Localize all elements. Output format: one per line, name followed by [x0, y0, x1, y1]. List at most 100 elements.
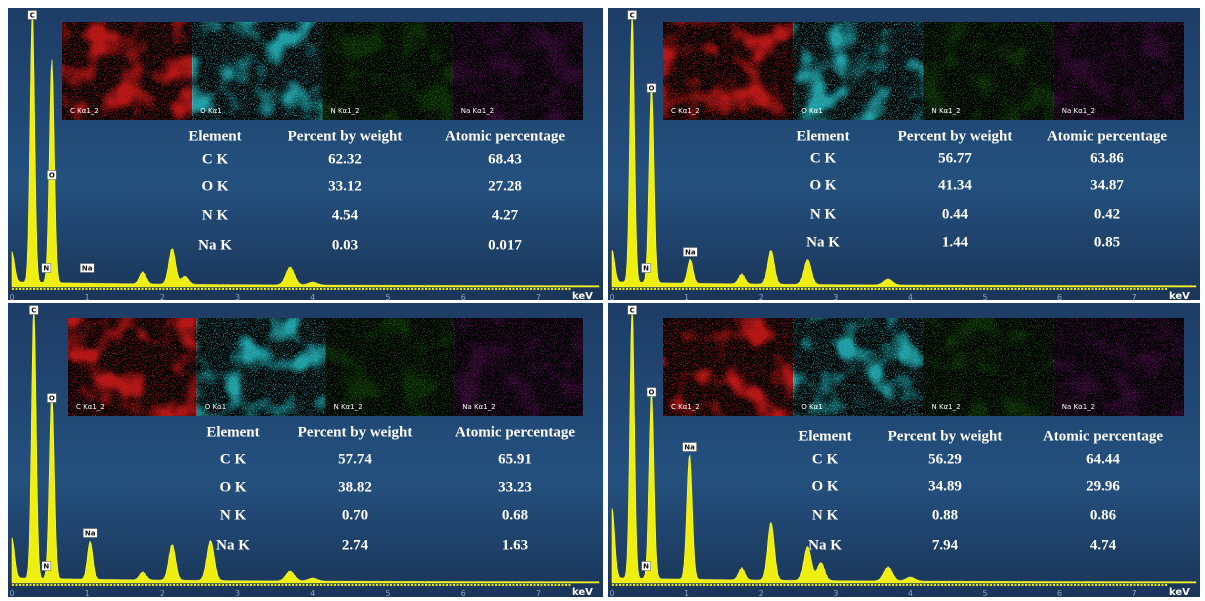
axis-tick-label: 6: [1057, 293, 1062, 302]
axis-unit: keV: [1169, 587, 1190, 598]
figure: C Kα1_2 O Kα1 N Kα1_2 Na Kα1_2 Element Percen…: [0, 0, 1205, 601]
map-tint: [1054, 22, 1184, 120]
table-cell: 62.32: [328, 151, 362, 167]
peak-label: O: [49, 172, 55, 180]
axis-tick-label: 7: [536, 293, 541, 302]
table-cell: 0.70: [342, 507, 368, 523]
table-cell: O K: [219, 479, 246, 495]
table-cell: Na K: [216, 537, 250, 553]
table-cell: 2.74: [342, 537, 369, 553]
axis-tick-label: 3: [833, 589, 838, 598]
peak-label: N: [643, 265, 649, 273]
map-tint: [68, 318, 197, 416]
table-cell: Na K: [198, 237, 232, 253]
map-tint: [793, 318, 923, 416]
map-tint: [924, 318, 1054, 416]
table-cell: 41.34: [938, 177, 972, 193]
table-cell: N K: [220, 507, 247, 523]
table-cell: 56.29: [928, 451, 962, 467]
axis-tick-label: 5: [385, 293, 390, 302]
axis-tick-label: 6: [1057, 589, 1062, 598]
map-label: N Kα1_2: [932, 403, 961, 411]
map-tint: [793, 22, 923, 120]
table-cell: 0.017: [488, 237, 522, 253]
table-header: Atomic percentage: [1047, 128, 1167, 144]
axis-tick-label: 4: [310, 589, 315, 598]
axis-tick-label: 3: [235, 293, 240, 302]
table-cell: Na K: [808, 537, 842, 553]
table-cell: 34.89: [928, 478, 962, 494]
map-label: C Kα1_2: [76, 403, 105, 411]
axis-tick-label: 2: [759, 293, 764, 302]
peak-label: Na: [85, 530, 96, 538]
table-cell: 1.63: [502, 537, 528, 553]
map-label: O Kα1: [200, 107, 221, 115]
table-cell: 0.88: [932, 507, 958, 523]
axis-tick-label: 1: [684, 293, 689, 302]
table-cell: Na K: [806, 234, 840, 250]
map-tint: [326, 318, 455, 416]
table-cell: 38.82: [338, 479, 372, 495]
table-cell: 4.27: [492, 207, 519, 223]
table-cell: 33.23: [498, 479, 532, 495]
axis-unit: keV: [572, 291, 593, 302]
peak-label: O: [49, 395, 55, 403]
peak-label: Na: [685, 249, 696, 257]
eds-panel: C Kα1_2O Kα1N Kα1_2Na Kα1_2ElementPercen…: [608, 303, 1200, 598]
table-cell: 65.91: [498, 451, 532, 467]
axis-tick-label: 5: [982, 589, 987, 598]
map-label: C Kα1_2: [70, 107, 99, 115]
map-label: O Kα1: [801, 107, 822, 115]
axis-tick-label: 3: [235, 589, 240, 598]
map-tint: [192, 22, 322, 120]
table-cell: 1.44: [942, 234, 969, 250]
axis-tick-label: 2: [759, 589, 764, 598]
table-header: Element: [188, 128, 241, 144]
axis-unit: keV: [572, 587, 593, 598]
map-label: O Kα1: [205, 403, 226, 411]
map-label: Na Kα1_2: [461, 107, 494, 115]
peak-label: Na: [82, 265, 93, 273]
axis-tick-label: 4: [908, 589, 913, 598]
axis-tick-label: 1: [85, 293, 90, 302]
table-cell: 33.12: [328, 178, 362, 194]
table-cell: N K: [812, 507, 839, 523]
axis-tick-label: 2: [160, 293, 165, 302]
axis-tick-label: 2: [160, 589, 165, 598]
table-header: Percent by weight: [898, 128, 1013, 144]
map-tint: [197, 318, 326, 416]
table-cell: 56.77: [938, 150, 972, 166]
peak-label: C: [630, 307, 635, 315]
peak-label: C: [30, 12, 35, 20]
eds-panel: C Kα1_2O Kα1N Kα1_2Na Kα1_2ElementPercen…: [608, 8, 1200, 302]
table-cell: 0.85: [1094, 234, 1120, 250]
axis-tick-label: 1: [85, 589, 90, 598]
axis-tick-label: 6: [461, 589, 466, 598]
peak-label: O: [649, 85, 655, 93]
table-header: Atomic percentage: [1043, 428, 1163, 444]
axis-tick-label: 0: [9, 589, 14, 598]
axis-tick-label: 7: [1132, 589, 1137, 598]
map-tint: [62, 22, 192, 120]
peak-label: N: [643, 563, 649, 571]
table-header: Percent by weight: [288, 128, 403, 144]
table-cell: 0.86: [1090, 507, 1117, 523]
axis-tick-label: 7: [1132, 293, 1137, 302]
map-tint: [663, 318, 793, 416]
peak-label: C: [31, 307, 36, 315]
axis-tick-label: 5: [385, 589, 390, 598]
axis-unit: keV: [1169, 291, 1190, 302]
map-label: N Kα1_2: [932, 107, 961, 115]
map-label: Na Kα1_2: [1062, 403, 1095, 411]
table-header: Percent by weight: [888, 428, 1003, 444]
peak-label: O: [649, 389, 655, 397]
table-cell: 64.44: [1086, 451, 1120, 467]
map-label: O Kα1: [801, 403, 822, 411]
map-tint: [663, 22, 793, 120]
map-tint: [323, 22, 453, 120]
table-cell: C K: [812, 451, 839, 467]
map-tint: [454, 318, 583, 416]
table-cell: 0.42: [1094, 206, 1120, 222]
axis-tick-label: 6: [461, 293, 466, 302]
